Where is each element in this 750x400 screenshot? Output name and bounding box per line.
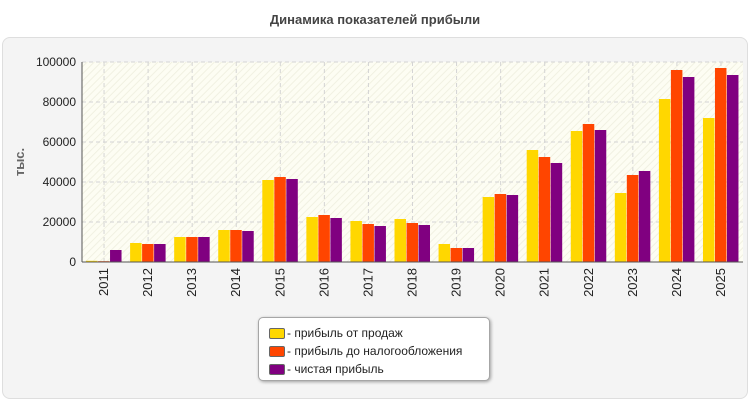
bar (582, 124, 595, 262)
bar (638, 171, 651, 262)
y-axis-label: тыс. (12, 148, 27, 176)
x-tick-label: 2021 (537, 268, 552, 297)
y-tick-label: 40000 (43, 175, 77, 189)
bar (242, 231, 254, 262)
bar (658, 99, 671, 262)
bar (526, 150, 539, 262)
bar (726, 75, 739, 262)
bar (110, 250, 122, 262)
bar (350, 221, 362, 262)
bar (318, 215, 330, 262)
chart-title: Динамика показателей прибыли (269, 12, 481, 27)
bar (594, 130, 607, 262)
x-tick-label: 2014 (228, 268, 243, 297)
bar (286, 179, 298, 262)
bar (174, 237, 186, 262)
legend-item-pretax-profit: - прибыль до налогообложения (269, 342, 489, 360)
bar (506, 195, 519, 262)
x-tick-label: 2019 (449, 268, 464, 297)
legend-item-sales-profit: - прибыль от продаж (269, 324, 489, 342)
legend-item-net-profit: - чистая прибыль (269, 360, 489, 378)
x-tick-label: 2024 (669, 268, 684, 297)
legend-swatch-pretax-profit (269, 345, 285, 357)
bar (154, 244, 166, 262)
bar (538, 157, 551, 262)
bar (330, 218, 342, 262)
x-tick-label: 2023 (625, 268, 640, 297)
chart-legend: - прибыль от продаж - прибыль до налогоо… (258, 317, 490, 381)
bar (462, 248, 475, 262)
x-tick-label: 2018 (405, 268, 420, 297)
legend-swatch-net-profit (269, 363, 285, 375)
x-tick-label: 2016 (316, 268, 331, 297)
bar (482, 197, 495, 262)
bar (142, 244, 154, 262)
legend-label-net-profit: - чистая прибыль (287, 362, 384, 376)
bar (626, 175, 639, 262)
bar (682, 77, 695, 262)
bar (550, 163, 563, 262)
bar (570, 131, 583, 262)
y-tick-label: 20000 (43, 215, 77, 229)
bar (218, 230, 230, 262)
x-tick-label: 2015 (272, 268, 287, 297)
y-tick-label: 60000 (43, 135, 77, 149)
x-tick-label: 2020 (493, 268, 508, 297)
bar (186, 237, 198, 262)
bar (406, 223, 418, 262)
bar (614, 193, 627, 262)
x-tick-label: 2022 (581, 268, 596, 297)
bar (394, 219, 406, 262)
x-tick-label: 2017 (360, 268, 375, 297)
y-tick-label: 80000 (43, 95, 77, 109)
bar (274, 177, 286, 262)
bar (230, 230, 242, 262)
legend-label-pretax-profit: - прибыль до налогообложения (287, 344, 463, 358)
bar (262, 180, 274, 262)
bar (374, 226, 386, 262)
legend-swatch-sales-profit (269, 327, 285, 339)
bar (714, 68, 727, 262)
x-tick-label: 2025 (713, 268, 728, 297)
y-tick-label: 100000 (36, 55, 76, 69)
x-tick-label: 2012 (140, 268, 155, 297)
bar (450, 248, 463, 262)
bar (86, 260, 98, 262)
bar (702, 118, 715, 262)
bar (198, 237, 210, 262)
bar (494, 194, 507, 262)
x-tick-label: 2013 (184, 268, 199, 297)
bar (362, 224, 374, 262)
y-tick-label: 0 (69, 255, 76, 269)
legend-label-sales-profit: - прибыль от продаж (287, 326, 403, 340)
bar (130, 243, 142, 262)
bar (418, 225, 430, 262)
bar (670, 70, 683, 262)
x-tick-label: 2011 (96, 268, 111, 296)
bar (438, 244, 451, 262)
bar (306, 217, 318, 262)
